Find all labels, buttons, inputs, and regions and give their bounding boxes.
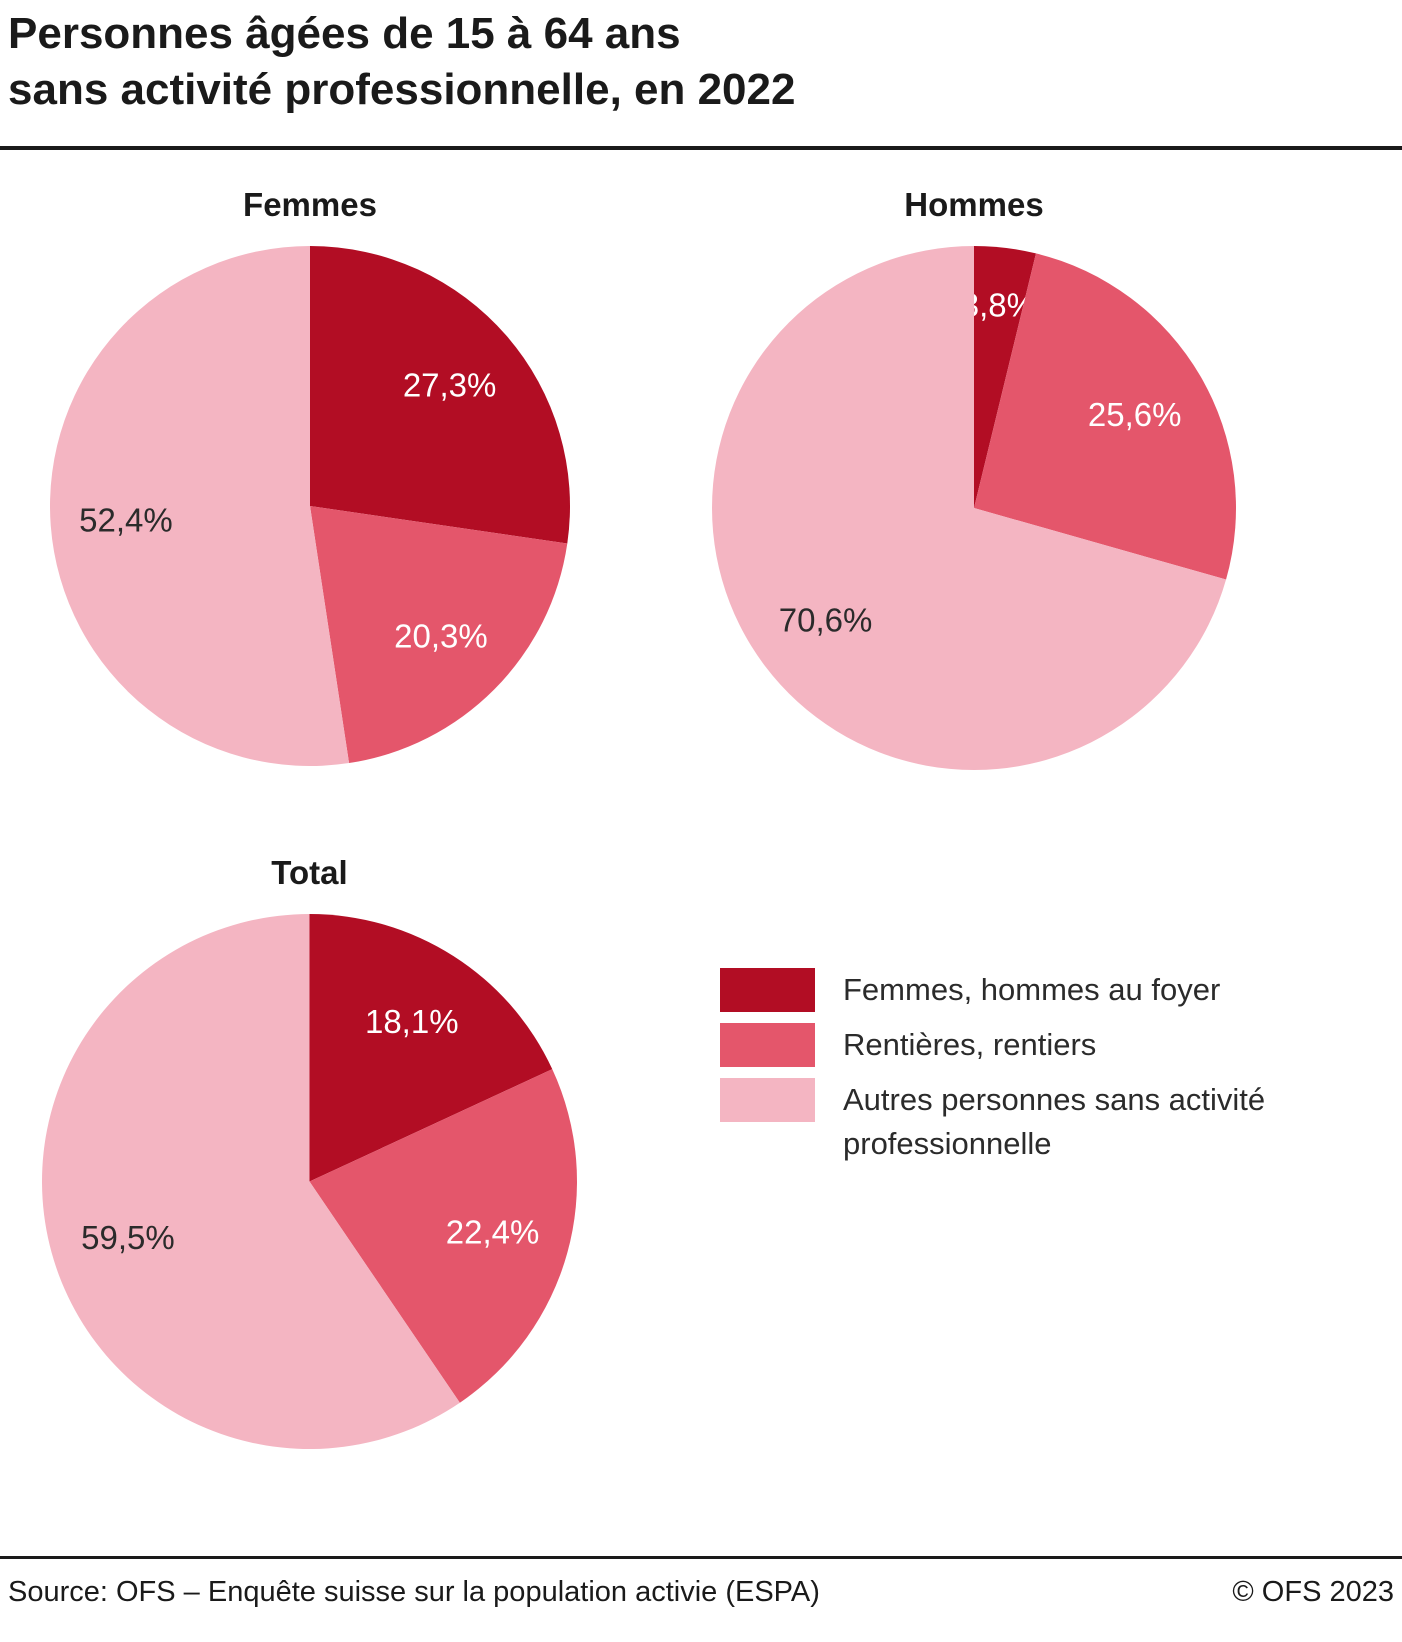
legend-label: Rentières, rentiers (843, 1027, 1097, 1062)
pie-slice (974, 253, 1236, 580)
legend-item-autres: Autres personnes sans activité professio… (720, 1078, 1320, 1166)
pie-slice (309, 914, 553, 1182)
pie-slice-label: 20,3% (394, 618, 488, 655)
pie-slice-label: 27,3% (403, 367, 497, 404)
pie-femmes-svg: 27,3% 20,3% 52,4% (50, 246, 570, 766)
pie-slice-label: 70,6% (779, 602, 873, 639)
pie-chart-hommes: Hommes 3,8% 25,6% 70,6% (712, 186, 1236, 770)
pie-chart-femmes: Femmes 27,3% 20,3% 52,4% (50, 186, 570, 766)
pie-slice (310, 246, 570, 544)
footer: Source: OFS – Enquête suisse sur la popu… (8, 1576, 1394, 1609)
page-title-line1: Personnes âgées de 15 à 64 ans (8, 9, 681, 58)
pie-slice (50, 246, 350, 766)
pie-slice-label: 59,5% (81, 1219, 175, 1256)
pie-slice-label: 52,4% (79, 501, 173, 538)
pie-total-svg: 18,1% 22,4% 59,5% (42, 914, 577, 1449)
pie-slice-label: 25,6% (1088, 396, 1182, 433)
legend: Femmes, hommes au foyer Rentières, renti… (720, 968, 1320, 1177)
pie-title-total: Total (271, 854, 348, 891)
footer-divider (0, 1556, 1402, 1559)
pie-slice (309, 1069, 577, 1403)
page-title-line2: sans activité professionnelle, en 2022 (8, 65, 796, 115)
pie-slice (42, 914, 460, 1449)
pie-slice (974, 246, 1036, 508)
footer-source: Source: OFS – Enquête suisse sur la popu… (8, 1576, 820, 1608)
legend-swatch-light-pink (720, 1078, 815, 1122)
page-title: Personnes âgées de 15 à 64 ans sans acti… (8, 6, 1394, 119)
legend-swatch-medium-red (720, 1023, 815, 1067)
pie-title-femmes: Femmes (243, 186, 377, 223)
pie-slice-label: 18,1% (365, 1003, 459, 1040)
pie-hommes-svg: 3,8%25,6%70,6% (712, 246, 1236, 770)
pie-chart-total: Total 18,1% 22,4% 59,5% (42, 854, 577, 1449)
legend-item-rentiers: Rentières, rentiers (720, 1023, 1320, 1067)
title-divider (0, 146, 1402, 150)
footer-copyright: © OFS 2023 (1232, 1576, 1394, 1608)
legend-item-foyer: Femmes, hommes au foyer (720, 968, 1320, 1012)
legend-label: Autres personnes sans activité professio… (843, 1082, 1266, 1161)
pie-slice-label: 22,4% (446, 1214, 540, 1251)
pie-title-hommes: Hommes (904, 186, 1044, 223)
legend-label: Femmes, hommes au foyer (843, 972, 1221, 1007)
legend-swatch-dark-red (720, 968, 815, 1012)
pie-slice (310, 506, 568, 764)
pie-slice (712, 246, 1227, 770)
